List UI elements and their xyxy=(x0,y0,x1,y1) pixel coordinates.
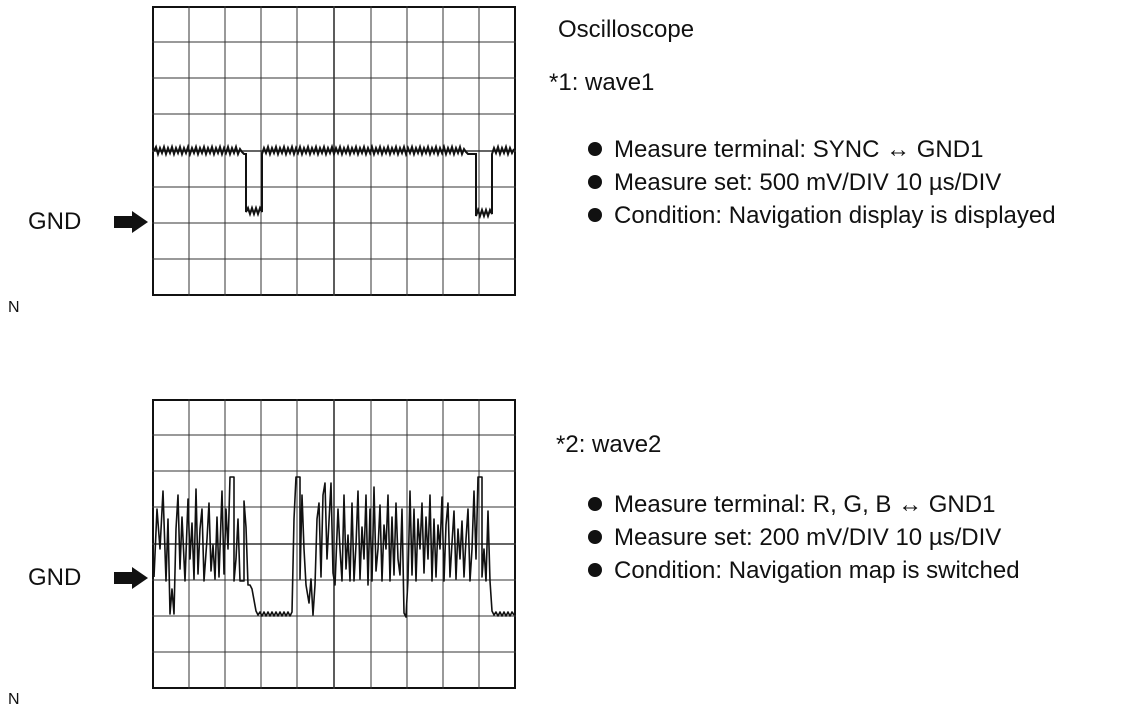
corner-mark: N xyxy=(8,299,20,316)
gnd-label: GND xyxy=(28,564,82,591)
wave1-label: *1: wave1 xyxy=(549,69,655,96)
wave1-spec-list: Measure terminal: SYNC ↔ GND1 Measure se… xyxy=(588,133,1056,232)
right-arrow-icon xyxy=(114,211,148,233)
right-arrow-icon xyxy=(114,567,148,589)
oscilloscope-screen-wave1 xyxy=(152,6,516,296)
gnd-label: GND xyxy=(28,208,82,235)
wave1-trace xyxy=(153,143,515,220)
wave1-measure-terminal: Measure terminal: SYNC ↔ GND1 xyxy=(588,133,1056,166)
wave2-condition: Condition: Navigation map is switched xyxy=(588,554,1020,587)
wave2-spec-list: Measure terminal: R, G, B ↔ GND1 Measure… xyxy=(588,488,1020,587)
wave2-measure-set: Measure set: 200 mV/DIV 10 µs/DIV xyxy=(588,521,1020,554)
oscilloscope-screen-wave2 xyxy=(152,399,516,689)
wave1-measure-set: Measure set: 500 mV/DIV 10 µs/DIV xyxy=(588,166,1056,199)
wave2-trace xyxy=(153,476,515,618)
corner-mark: N xyxy=(8,691,20,708)
wave2-label: *2: wave2 xyxy=(556,431,662,458)
wave2-measure-terminal: Measure terminal: R, G, B ↔ GND1 xyxy=(588,488,1020,521)
wave1-condition: Condition: Navigation display is display… xyxy=(588,199,1056,232)
page-title: Oscilloscope xyxy=(558,16,695,43)
